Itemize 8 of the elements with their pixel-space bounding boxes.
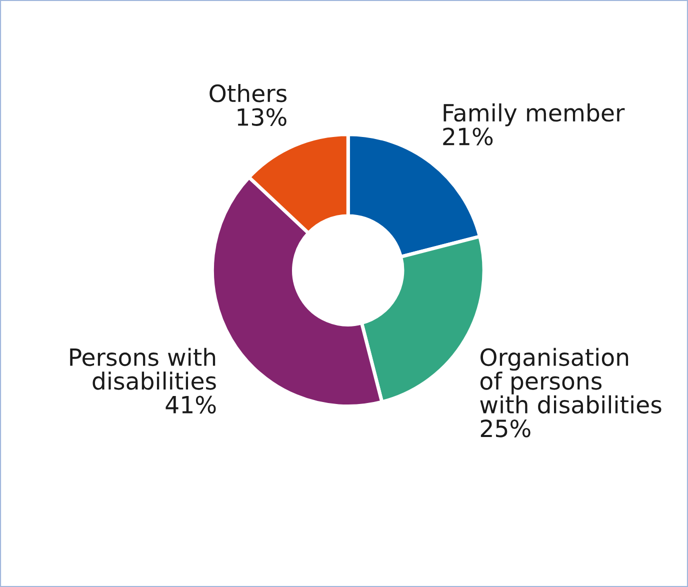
slice-label: Others (210, 84, 287, 102)
slice-label: Persons with disabilities (70, 348, 216, 390)
slice-label: Family member (444, 103, 625, 126)
data-label: 13% (238, 108, 286, 126)
data-label: 41% (166, 396, 216, 414)
data-label: 21% (443, 128, 493, 146)
data-label: 25% (480, 419, 530, 438)
slice-label: Organisation of persons with disabilities (480, 348, 662, 414)
